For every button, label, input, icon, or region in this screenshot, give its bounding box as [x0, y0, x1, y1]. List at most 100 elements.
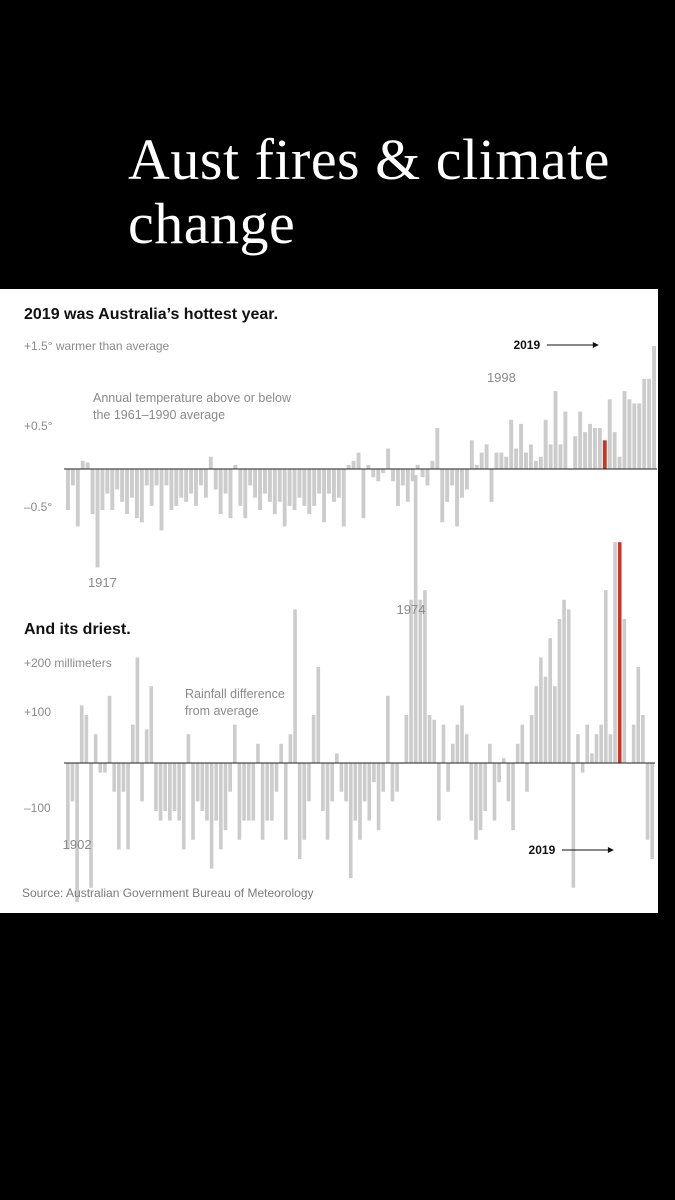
bar-2002 [519, 423, 524, 469]
bar-1913 [126, 763, 130, 850]
arrow-head [592, 342, 599, 348]
bar-1948 [253, 469, 258, 498]
bar-1984 [455, 724, 460, 763]
bar-1980 [410, 469, 415, 482]
bar-1903 [79, 705, 84, 763]
bar-1906 [93, 734, 98, 763]
bar-1934 [184, 469, 189, 502]
bar-1911 [117, 763, 121, 850]
bar-2023 [636, 667, 641, 763]
bar-1927 [149, 469, 154, 506]
bar-1988 [450, 469, 455, 486]
bar-1927 [191, 763, 195, 840]
bar-1968 [351, 460, 356, 469]
bar-1907 [98, 763, 103, 773]
bar-1986 [464, 734, 469, 763]
bar-1916 [140, 763, 144, 802]
bar-1955 [287, 469, 292, 506]
bar-1994 [501, 758, 506, 763]
bar-1991 [464, 469, 469, 490]
bar-1982 [420, 469, 425, 478]
temperature-tick-pos: +0.5° [24, 419, 53, 433]
callout-1998: 1998 [487, 370, 516, 385]
bar-1992 [492, 763, 497, 821]
bar-2027 [642, 378, 647, 469]
bar-1979 [432, 719, 437, 763]
temperature-ylabel: +1.5° warmer than average [24, 339, 170, 353]
callout-1974: 1974 [397, 602, 426, 617]
bar-1938 [242, 763, 246, 821]
bar-1965 [336, 469, 341, 498]
bar-1914 [85, 462, 90, 469]
bar-1920 [115, 469, 120, 490]
bar-1946 [279, 743, 283, 763]
rainfall-annotation-line1: Rainfall difference [185, 687, 285, 701]
bar-1944 [270, 763, 274, 821]
bar-2008 [548, 444, 553, 469]
bar-1955 [321, 763, 325, 811]
bar-1933 [219, 763, 223, 850]
bar-1919 [110, 469, 115, 510]
bar-2004 [528, 444, 533, 469]
bar-1941 [218, 469, 223, 515]
temperature-annotation-line1: Annual temperature above or below [93, 391, 292, 405]
bar-1921 [120, 469, 125, 502]
bar-1924 [177, 763, 181, 821]
bar-1940 [251, 763, 256, 821]
bar-1944 [233, 464, 238, 469]
chart-card: 2019 was Australia’s hottest year. +1.5°… [0, 289, 658, 913]
bar-1902 [75, 763, 79, 903]
bar-1970 [390, 763, 395, 802]
bar-1948 [288, 734, 293, 763]
bar-1915 [135, 657, 140, 763]
rainfall-annotation-line2: from average [185, 704, 259, 718]
bar-1967 [346, 464, 351, 469]
bar-1942 [260, 763, 265, 840]
bar-2004 [548, 638, 552, 763]
bar-1913 [80, 460, 85, 469]
bar-1936 [194, 469, 198, 506]
bar-2014 [578, 411, 583, 469]
bar-2001 [514, 448, 519, 469]
bar-1973 [404, 715, 409, 763]
source-note: Source: Australian Government Bureau of … [22, 886, 314, 900]
bar-1941 [256, 743, 260, 763]
bar-1983 [450, 743, 455, 763]
bar-1954 [316, 667, 321, 763]
bar-2020 [622, 619, 627, 763]
bar-1993 [497, 763, 501, 783]
bar-1995 [484, 444, 489, 469]
bar-1973 [376, 469, 381, 482]
temperature-annotation-line2: the 1961–1990 average [93, 408, 225, 422]
bar-1982 [446, 763, 450, 792]
bar-1977 [423, 590, 427, 763]
bar-1929 [159, 469, 164, 531]
callout-1917: 1917 [88, 575, 117, 590]
bar-1947 [283, 763, 288, 840]
bar-1928 [195, 763, 200, 802]
bar-1911 [70, 469, 75, 486]
bar-1935 [189, 469, 194, 494]
bar-2017 [608, 734, 613, 763]
arrow-head [607, 847, 614, 853]
bar-1917 [144, 729, 149, 763]
bar-1959 [339, 763, 344, 792]
bar-1966 [341, 469, 346, 527]
bar-1988 [474, 763, 478, 840]
bar-1951 [302, 763, 307, 840]
bar-1923 [130, 469, 134, 498]
bar-2025 [632, 403, 637, 469]
bar-2010 [558, 444, 563, 469]
bar-2003 [543, 676, 548, 763]
bar-1968 [381, 763, 386, 792]
bar-1940 [213, 469, 218, 490]
bar-1937 [198, 469, 203, 486]
bar-2005 [533, 460, 538, 469]
bar-1992 [469, 440, 474, 469]
bar-1949 [258, 469, 262, 510]
bar-1981 [415, 464, 420, 469]
bar-1990 [483, 763, 488, 811]
rainfall-tick-pos: +100 [24, 705, 51, 719]
bar-2011 [563, 411, 568, 469]
bar-1943 [265, 763, 270, 821]
